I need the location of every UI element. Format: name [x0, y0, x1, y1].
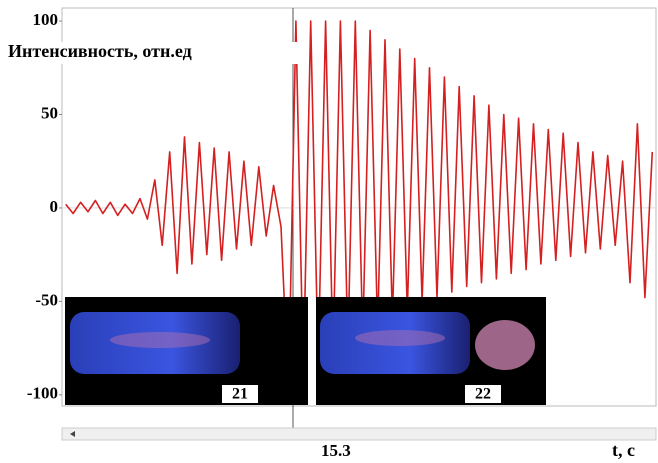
y-tick-label: 0	[50, 197, 59, 216]
frame: 22	[316, 297, 546, 405]
signal-line	[65, 20, 654, 396]
scroll-arrow[interactable]	[70, 431, 75, 437]
frame-label: 21	[232, 386, 248, 403]
scrollbar[interactable]	[61, 427, 657, 441]
x-axis-label: t, c	[612, 440, 635, 460]
frame: 21	[65, 297, 308, 405]
frame-label: 22	[475, 386, 491, 403]
x-tick-label: 15.3	[321, 441, 351, 460]
label-bg	[8, 42, 308, 64]
y-tick-label: -100	[27, 384, 58, 403]
y-axis-label: Интенсивность, отн.ед	[8, 41, 192, 61]
y-tick-label: 100	[33, 10, 59, 29]
plot	[62, 20, 656, 396]
y-tick-label: -50	[35, 290, 58, 309]
y-tick-label: 50	[41, 103, 58, 122]
